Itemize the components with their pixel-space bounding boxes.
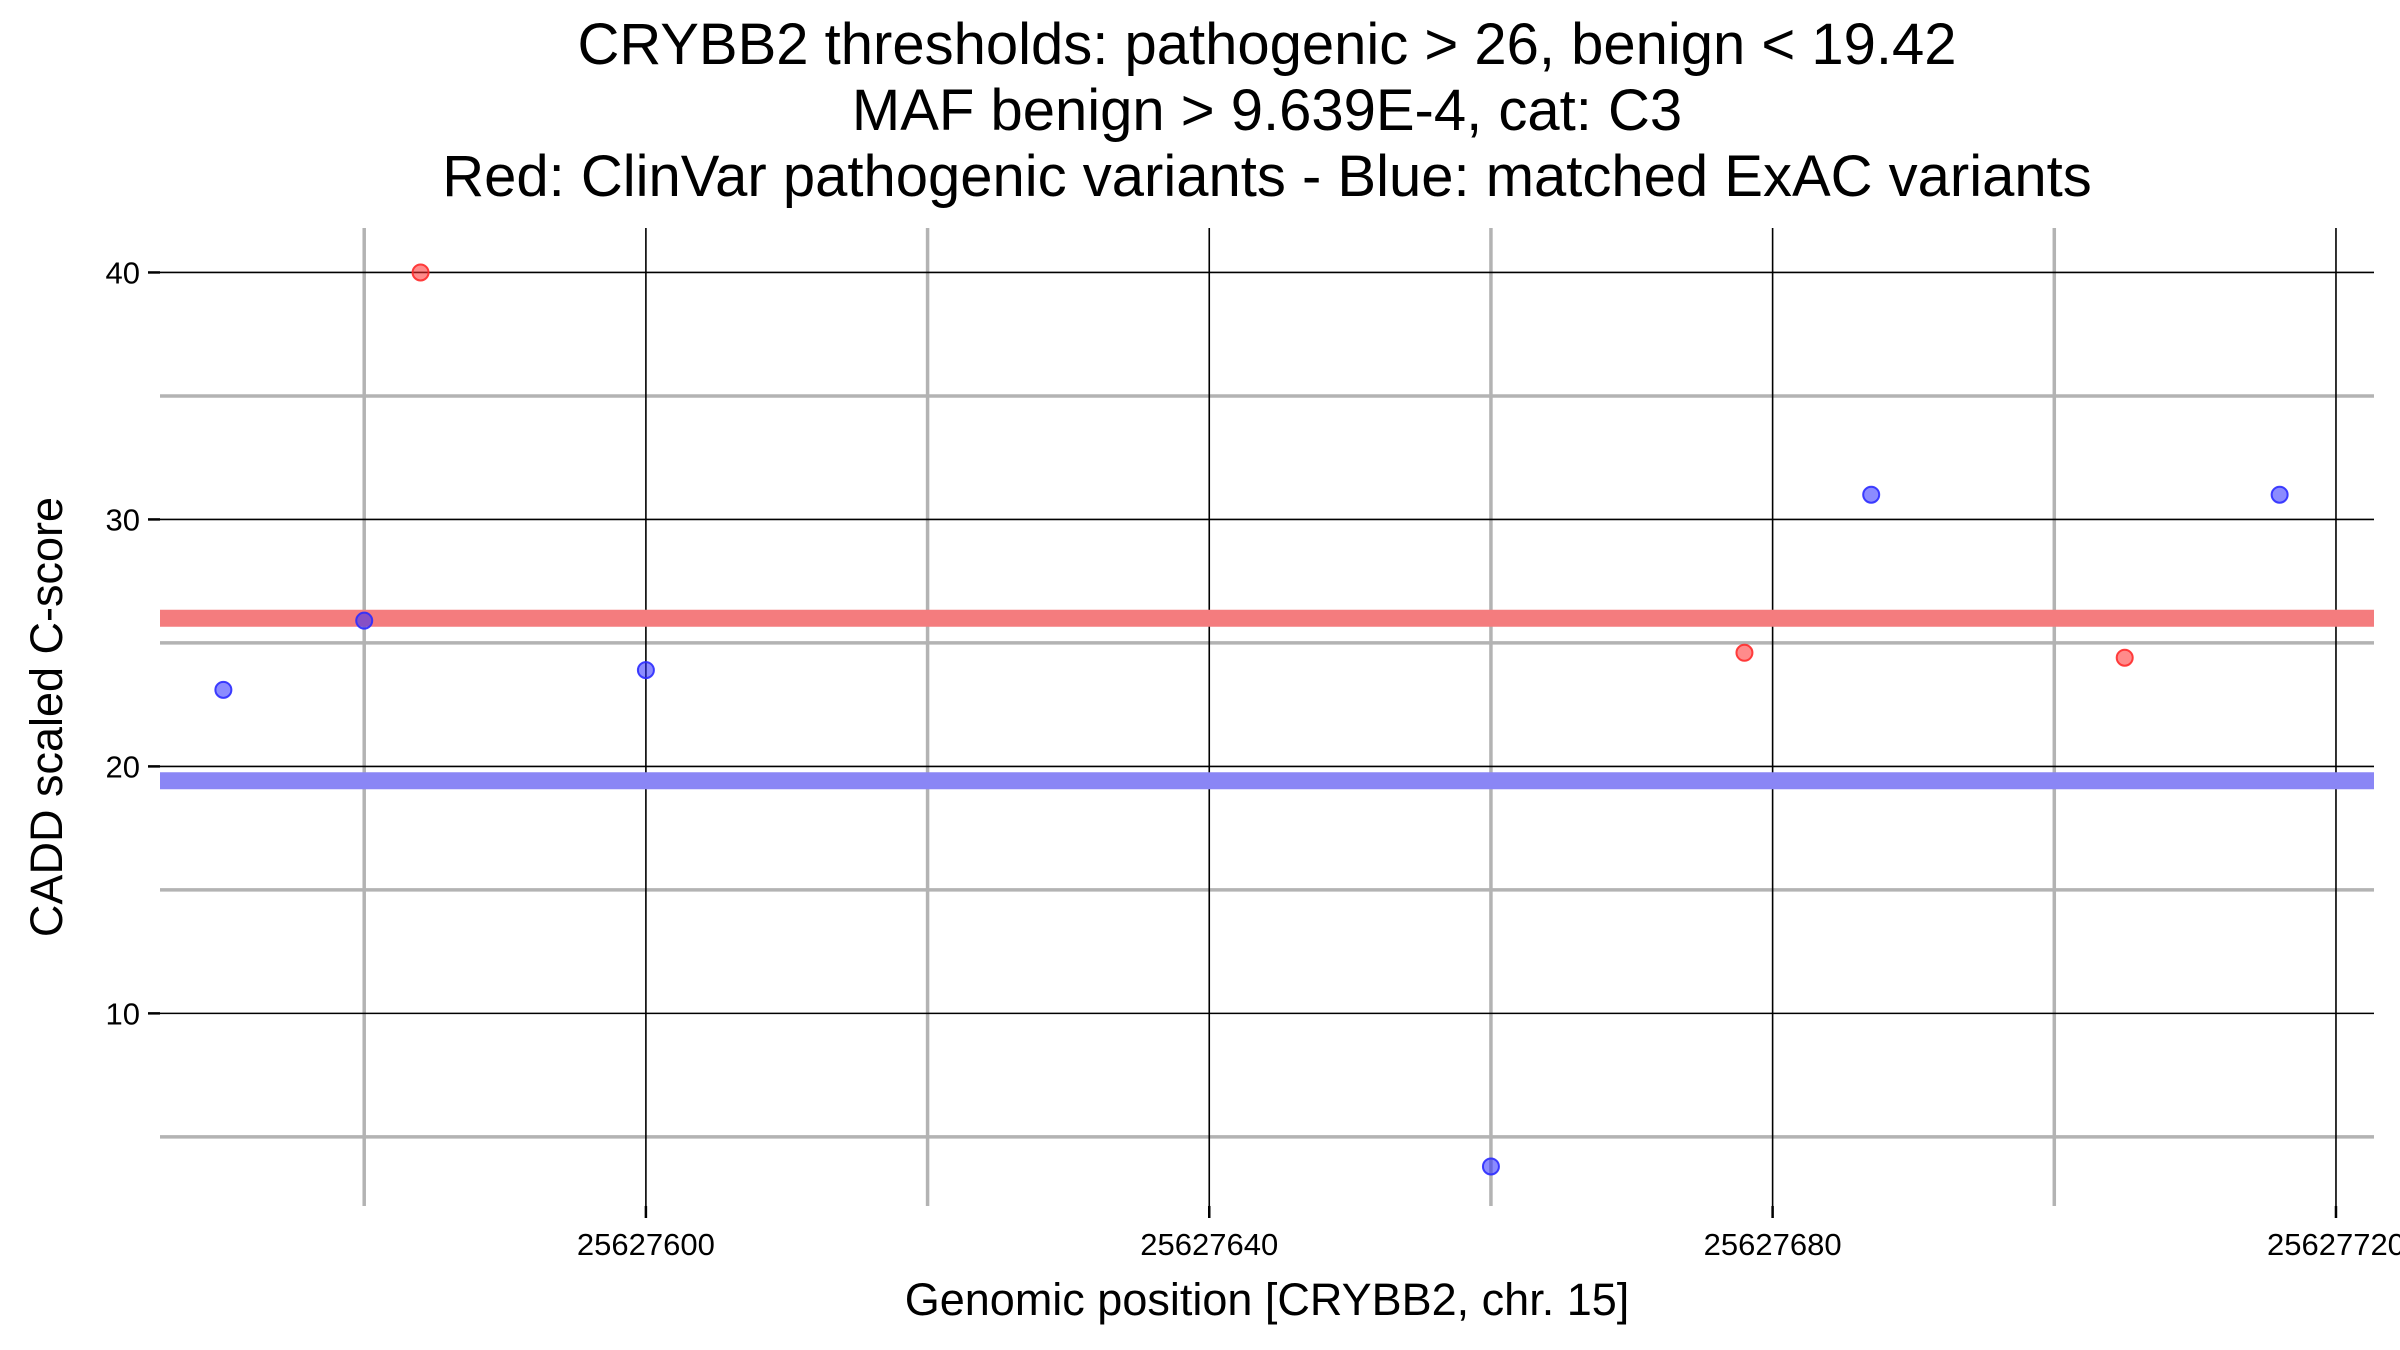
title-line-2: MAF benign > 9.639E-4, cat: C3 — [851, 78, 1683, 143]
title-line-1: CRYBB2 thresholds: pathogenic > 26, beni… — [577, 12, 1957, 77]
chart-title: CRYBB2 thresholds: pathogenic > 26, beni… — [160, 12, 2374, 210]
series-0-point-0 — [411, 263, 430, 282]
grid-lines — [160, 228, 2374, 1206]
series-1-point-5 — [2270, 485, 2289, 504]
series-1-point-1 — [355, 611, 374, 630]
series-1-point-2 — [636, 661, 655, 680]
x-tick-label-2: 25627680 — [1704, 1227, 1842, 1262]
x-tick-label-3: 25627720 — [2267, 1227, 2400, 1262]
axes: 10 20 30 40 25627600 25627640 25627680 25627720 — [106, 255, 2400, 1262]
x-axis-title: Genomic position [CRYBB2, chr. 15] — [905, 1274, 1630, 1325]
y-tick-label-3: 40 — [106, 255, 140, 290]
y-axis-title: CADD scaled C-score — [21, 497, 72, 937]
series-1-point-0 — [214, 680, 233, 699]
title-line-3: Red: ClinVar pathogenic variants - Blue:… — [442, 144, 2092, 209]
y-tick-label-0: 10 — [106, 996, 140, 1031]
x-tick-label-0: 25627600 — [577, 1227, 715, 1262]
x-tick-label-1: 25627640 — [1140, 1227, 1278, 1262]
threshold-lines — [160, 609, 2374, 790]
series-0-point-1 — [1735, 643, 1754, 662]
y-tick-label-2: 30 — [106, 502, 140, 537]
y-tick-label-1: 20 — [106, 749, 140, 784]
series-0-point-2 — [2115, 648, 2134, 667]
series-1-point-3 — [1481, 1157, 1500, 1176]
data-points — [214, 263, 2289, 1176]
series-1-point-4 — [1862, 485, 1881, 504]
